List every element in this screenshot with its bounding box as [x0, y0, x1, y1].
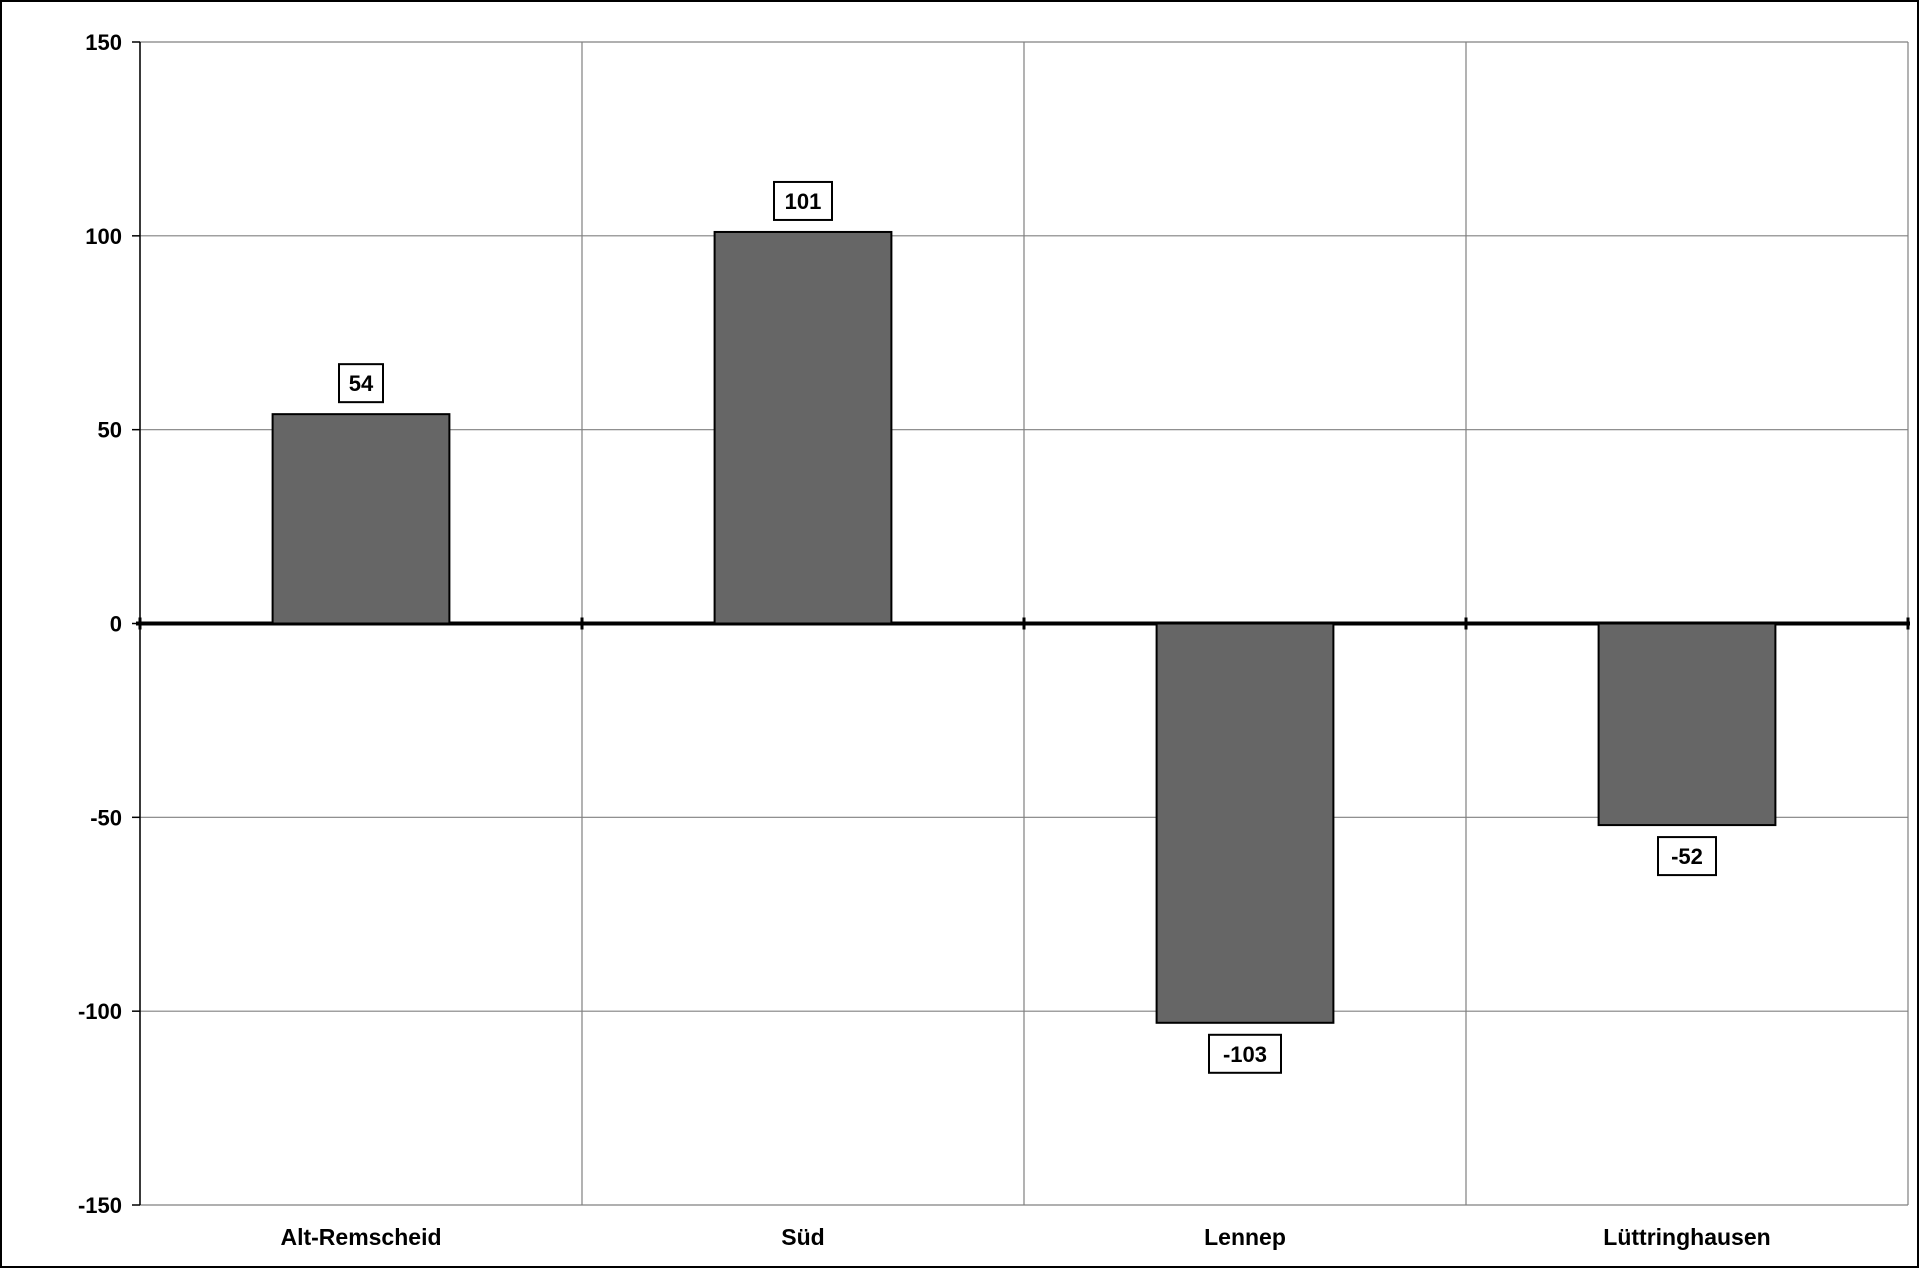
tick-labels: 150 100 50 0 -50 -100 -150 Alt-Remscheid Süd Lenn… [78, 30, 1771, 1250]
bar [713, 230, 893, 625]
bar [271, 413, 451, 625]
bars [271, 230, 1777, 1024]
data-label: 54 [349, 371, 374, 396]
bar [1155, 622, 1335, 1024]
data-label: -103 [1223, 1042, 1267, 1067]
x-category-label: Lennep [1204, 1224, 1286, 1250]
y-tick-label: 150 [85, 30, 122, 55]
y-tick-label: -150 [78, 1193, 122, 1218]
y-tick-label: -50 [90, 805, 122, 830]
y-tick-label: 50 [98, 418, 122, 443]
x-category-label: Lüttringhausen [1603, 1224, 1770, 1250]
data-label: -52 [1671, 844, 1703, 869]
y-tick-label: -100 [78, 999, 122, 1024]
data-label-box [773, 180, 833, 221]
data-label-box [1657, 836, 1717, 877]
x-category-label: Alt-Remscheid [280, 1224, 441, 1250]
y-tick-label: 0 [110, 612, 122, 637]
data-label: 101 [785, 189, 822, 214]
data-label-box [1208, 1033, 1282, 1074]
y-tick-label: 100 [85, 224, 122, 249]
data-label-box [338, 363, 384, 404]
x-category-label: Süd [781, 1224, 824, 1250]
data-labels: 54 101 -103 -52 [338, 180, 1717, 1074]
bar [1597, 622, 1777, 827]
